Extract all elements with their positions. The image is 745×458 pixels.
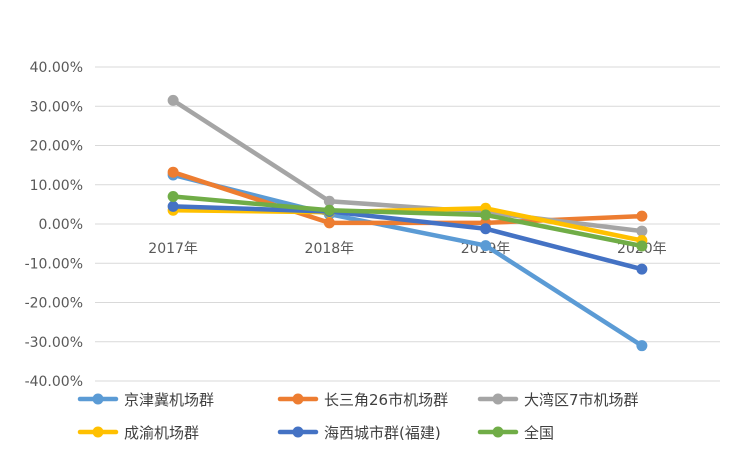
legend-swatch-marker	[292, 393, 304, 405]
data-point	[480, 209, 492, 221]
x-tick-label: 2018年	[305, 241, 355, 257]
x-tick-label: 2017年	[148, 241, 198, 257]
series-0	[167, 169, 648, 352]
y-tick-label: 20.00%	[30, 139, 83, 155]
y-tick-label: -30.00%	[25, 335, 83, 351]
y-tick-label: 40.00%	[30, 60, 83, 76]
legend-item: 成渝机场群	[77, 424, 199, 442]
data-point	[480, 223, 492, 235]
series-line	[170, 206, 645, 243]
legend-label: 全国	[524, 424, 554, 442]
data-point	[636, 263, 648, 275]
data-point	[167, 200, 179, 212]
legend-item: 全国	[477, 424, 554, 442]
legend-item: 长三角26市机场群	[277, 391, 448, 409]
y-tick-label: -40.00%	[25, 374, 83, 390]
legend-swatch-marker	[92, 426, 104, 438]
legend-swatch-marker	[492, 393, 504, 405]
data-point	[323, 195, 335, 207]
series-line	[170, 172, 645, 348]
data-point	[636, 240, 648, 252]
legend-swatch-marker	[92, 393, 104, 405]
data-point	[167, 191, 179, 203]
legend-item: 京津冀机场群	[77, 391, 214, 409]
y-tick-label: -10.00%	[25, 256, 83, 272]
data-point	[636, 225, 648, 237]
y-axis-ticks: 40.00% 30.00% 20.00% 10.00% 0.00% -10.00% -20.…	[25, 60, 83, 390]
legend-item: 海西城市群(福建)	[277, 424, 441, 442]
data-point	[167, 94, 179, 106]
series-line	[170, 204, 645, 272]
data-point	[167, 166, 179, 178]
y-tick-label: 10.00%	[30, 178, 83, 194]
series-2	[167, 94, 648, 237]
y-tick-label: -20.00%	[25, 296, 83, 312]
series-line	[170, 169, 645, 226]
data-point	[323, 217, 335, 229]
series-5	[167, 191, 648, 252]
legend-swatch-marker	[292, 426, 304, 438]
legend-label: 京津冀机场群	[124, 391, 214, 409]
y-tick-label: 30.00%	[30, 99, 83, 115]
legend-swatch-marker	[492, 426, 504, 438]
data-point	[480, 240, 492, 252]
legend-label: 长三角26市机场群	[324, 391, 448, 409]
y-tick-label: 0.00%	[39, 217, 83, 233]
series-line	[170, 194, 645, 249]
series-line	[170, 98, 645, 234]
legend-label: 大湾区7市机场群	[524, 391, 639, 409]
data-point	[323, 204, 335, 216]
data-point	[636, 340, 648, 352]
legend-label: 海西城市群(福建)	[324, 424, 441, 442]
legend-item: 大湾区7市机场群	[477, 391, 639, 409]
data-point	[636, 210, 648, 222]
legend-label: 成渝机场群	[124, 424, 199, 442]
series-lines	[167, 94, 648, 352]
series-4	[167, 200, 648, 275]
